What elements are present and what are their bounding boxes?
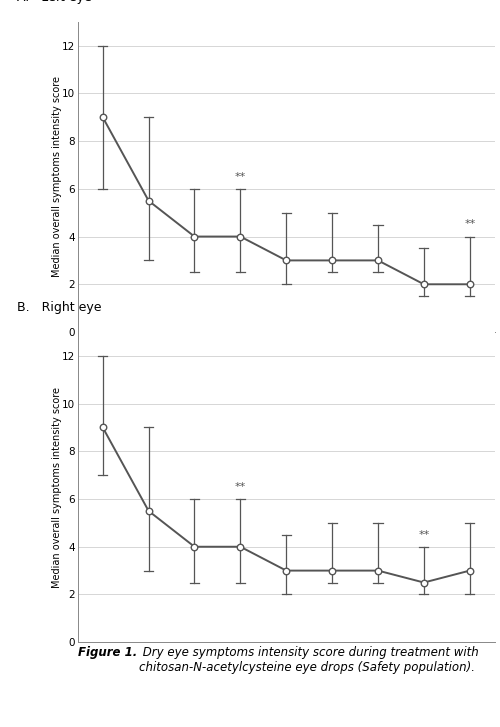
Text: Week 22: Week 22 (405, 580, 442, 589)
Point (282, 565, 290, 577)
Text: Dry eye symptoms intensity score during treatment with
chitosan-N-acetylcysteine: Dry eye symptoms intensity score during … (140, 646, 479, 674)
Point (236, 230, 244, 242)
Text: Week 14: Week 14 (314, 580, 351, 589)
Point (466, 565, 474, 577)
Text: **: ** (418, 529, 430, 539)
Text: Week 26: Week 26 (451, 580, 488, 589)
Point (190, 541, 198, 553)
Y-axis label: Median overall symptoms intensity score: Median overall symptoms intensity score (52, 76, 62, 278)
Y-axis label: Median overall symptoms intensity score: Median overall symptoms intensity score (52, 387, 62, 587)
Point (98, 422, 106, 433)
Point (236, 541, 244, 553)
Point (144, 505, 152, 517)
Point (328, 565, 336, 577)
Point (374, 254, 382, 266)
Point (420, 278, 428, 290)
Point (98, 111, 106, 123)
Text: **: ** (234, 482, 246, 492)
Text: Figure 1.: Figure 1. (78, 646, 137, 659)
Point (374, 565, 382, 577)
Point (144, 195, 152, 206)
Text: B.   Right eye: B. Right eye (17, 301, 102, 314)
Text: Week 6: Week 6 (224, 580, 256, 589)
Text: A.   Left eye: A. Left eye (17, 0, 92, 4)
Point (466, 278, 474, 290)
Text: **: ** (234, 172, 246, 182)
Text: **: ** (464, 220, 475, 230)
Text: Baseline: Baseline (84, 580, 121, 589)
Text: Week 4: Week 4 (178, 580, 210, 589)
Point (420, 577, 428, 588)
Text: Week 10: Week 10 (268, 580, 305, 589)
Text: Week 18: Week 18 (360, 580, 397, 589)
Point (328, 254, 336, 266)
Point (190, 230, 198, 242)
Point (282, 254, 290, 266)
Text: Week 2: Week 2 (132, 580, 164, 589)
